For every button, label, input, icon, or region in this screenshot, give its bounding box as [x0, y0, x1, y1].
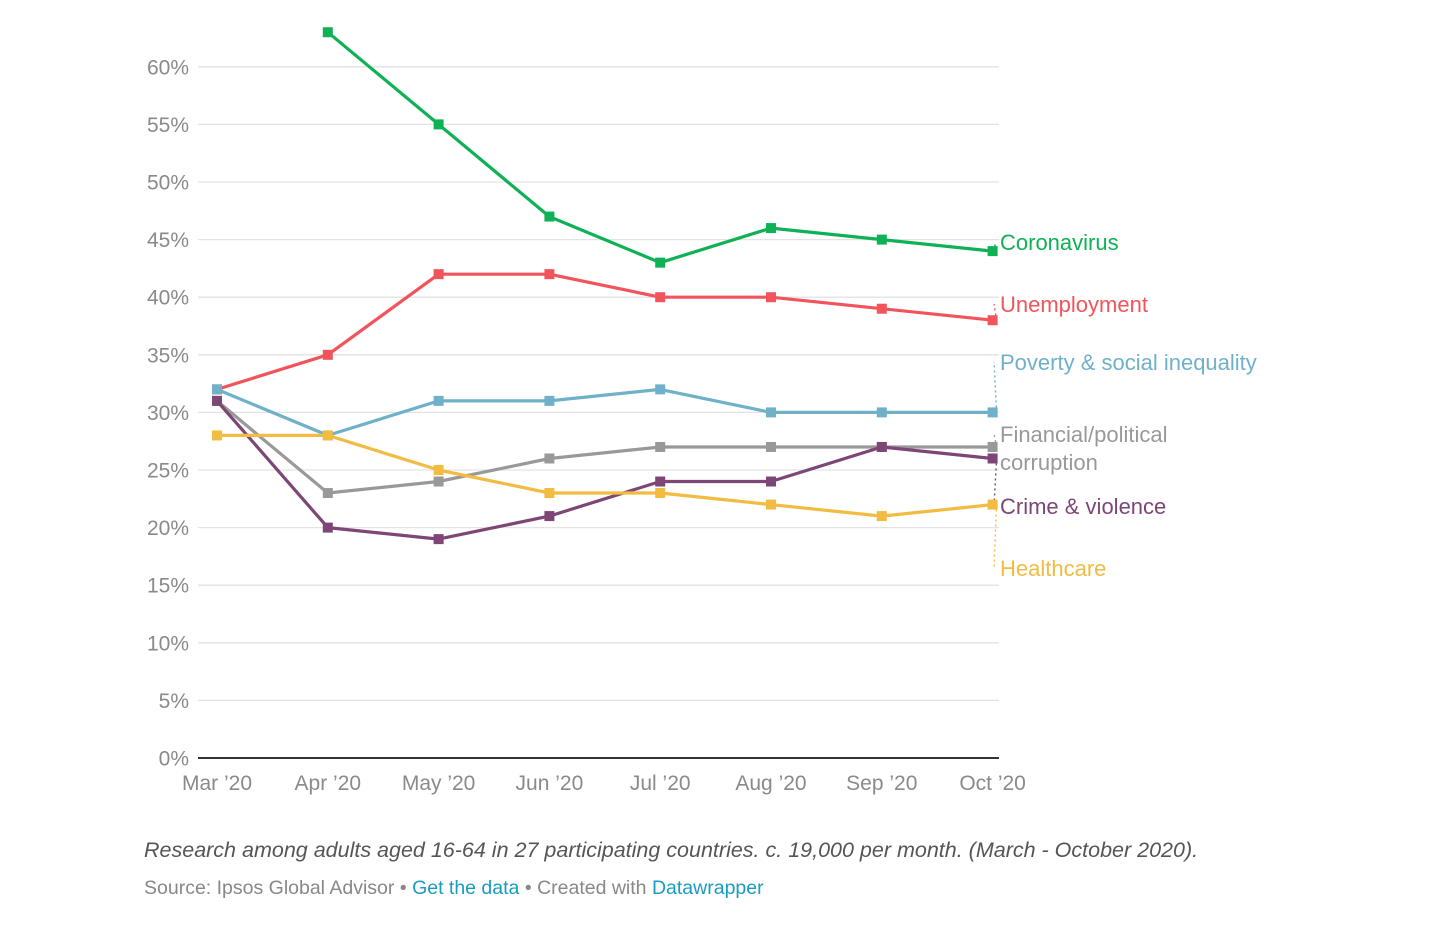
- data-point: [987, 407, 998, 418]
- footer-separator: •: [399, 877, 407, 899]
- data-point: [766, 407, 776, 418]
- label-leader-line: [993, 504, 998, 569]
- label-leader-line: [993, 433, 998, 448]
- data-point: [655, 441, 666, 452]
- data-point: [655, 488, 666, 499]
- x-tick-label: Mar ’20: [182, 772, 252, 795]
- data-point: [544, 269, 555, 280]
- series-lines: [212, 27, 998, 545]
- data-point: [655, 476, 666, 487]
- data-point: [544, 488, 555, 499]
- data-point: [544, 395, 555, 406]
- data-point: [322, 430, 333, 441]
- data-point: [322, 349, 333, 360]
- series-crime-violence: [212, 395, 998, 545]
- data-point: [433, 119, 444, 130]
- y-tick-label: 55%: [147, 114, 189, 137]
- y-axis-ticks: 0% 5% 10% 15% 20% 25% 30% 35% 40% 45% 50% 55% 60%: [147, 56, 189, 770]
- data-point: [766, 476, 776, 487]
- data-point: [433, 476, 444, 487]
- series-label: Poverty & social inequality: [1000, 350, 1257, 375]
- data-point: [876, 303, 887, 314]
- y-tick-label: 30%: [147, 402, 189, 425]
- label-leader-line: [993, 458, 998, 507]
- y-tick-label: 60%: [147, 56, 189, 79]
- series-label: Coronavirus: [1000, 230, 1119, 255]
- series-line: [217, 433, 993, 518]
- chart-footer: Source: Ipsos Global Advisor • Get the d…: [144, 877, 764, 900]
- data-point: [766, 292, 776, 303]
- y-tick-label: 40%: [147, 287, 189, 310]
- data-point: [322, 488, 333, 499]
- series-label: corruption: [1000, 450, 1098, 475]
- series-labels: Coronavirus Unemployment Poverty & social …: [1000, 230, 1257, 581]
- data-point: [987, 499, 998, 510]
- series-label: Unemployment: [1000, 292, 1148, 317]
- y-tick-label: 5%: [159, 690, 189, 713]
- data-point: [876, 407, 887, 418]
- source-text: Source: Ipsos Global Advisor: [144, 877, 395, 899]
- x-tick-label: Sep ’20: [846, 772, 917, 795]
- series-line: [215, 399, 993, 495]
- y-tick-label: 50%: [147, 172, 189, 195]
- series-label: Crime & violence: [1000, 494, 1166, 519]
- y-tick-label: 25%: [147, 460, 189, 483]
- y-tick-label: 35%: [147, 344, 189, 367]
- x-tick-label: Oct ’20: [959, 772, 1026, 795]
- data-point: [433, 395, 444, 406]
- data-point: [433, 465, 444, 475]
- data-point: [655, 257, 666, 268]
- data-point: [876, 441, 887, 452]
- series-line: [216, 272, 993, 391]
- series-unemployment: [212, 269, 998, 395]
- data-point: [987, 315, 998, 326]
- data-point: [433, 534, 444, 545]
- y-tick-label: 0%: [159, 748, 189, 771]
- series-healthcare: [212, 430, 998, 522]
- x-tick-label: Jun ’20: [516, 772, 584, 795]
- line-chart: 0% 5% 10% 15% 20% 25% 30% 35% 40% 45% 50% 55% 60% Ma…: [147, 27, 1257, 795]
- footer-separator: •: [524, 877, 532, 899]
- y-tick-label: 15%: [147, 575, 189, 598]
- x-axis-ticks: Mar ’20 Apr ’20 May ’20 Jun ’20 Jul ’20 Aug ’…: [182, 772, 1026, 795]
- data-point: [987, 441, 998, 452]
- gridlines: [198, 66, 999, 759]
- series-label: Healthcare: [1000, 556, 1106, 581]
- data-point: [544, 211, 555, 222]
- data-point: [212, 430, 222, 441]
- series-line: [215, 399, 993, 541]
- data-point: [322, 522, 333, 533]
- y-tick-label: 45%: [147, 229, 189, 252]
- x-tick-label: Jul ’20: [630, 772, 691, 795]
- data-point: [544, 453, 555, 464]
- data-point: [212, 384, 222, 395]
- label-leader-lines: [993, 241, 998, 569]
- data-point: [655, 292, 666, 303]
- data-point: [766, 223, 776, 234]
- series-label: Financial/political: [1000, 422, 1168, 447]
- y-tick-label: 10%: [147, 632, 189, 655]
- data-point: [544, 511, 555, 522]
- datawrapper-link[interactable]: Datawrapper: [651, 877, 764, 899]
- series-coronavirus: [322, 27, 998, 268]
- data-point: [433, 269, 444, 280]
- data-point: [987, 246, 998, 257]
- get-the-data-link[interactable]: Get the data: [412, 877, 520, 899]
- data-point: [655, 384, 666, 395]
- chart-notes: Research among adults aged 16-64 in 27 p…: [144, 838, 1199, 862]
- data-point: [876, 511, 887, 522]
- x-tick-label: Apr ’20: [295, 772, 362, 795]
- data-point: [987, 453, 998, 464]
- x-tick-label: Aug ’20: [735, 772, 806, 795]
- data-point: [876, 234, 887, 245]
- data-point: [766, 441, 776, 452]
- data-point: [322, 27, 333, 38]
- data-point: [766, 499, 776, 510]
- data-point: [212, 395, 222, 406]
- series-line: [216, 387, 993, 437]
- label-leader-line: [993, 361, 998, 413]
- created-with-text: Created with: [537, 877, 647, 899]
- x-tick-label: May ’20: [402, 772, 476, 795]
- y-tick-label: 20%: [147, 517, 189, 540]
